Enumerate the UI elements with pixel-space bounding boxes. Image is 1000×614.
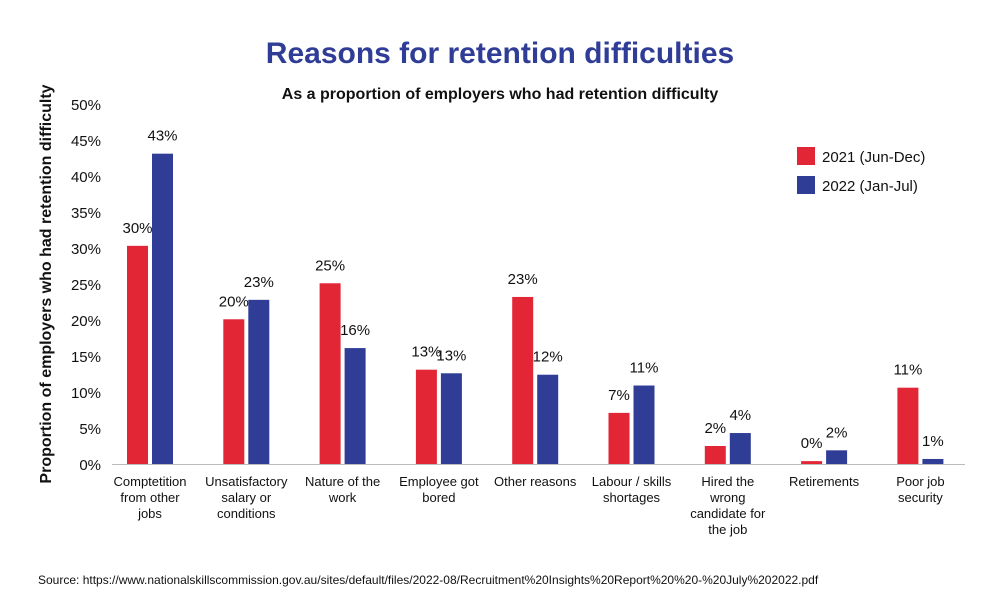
bar-0-0: [127, 245, 148, 464]
bar-value-labels: 30%43%20%23%25%16%13%13%23%12%7%11%2%4%0…: [122, 128, 943, 452]
x-tick-label: salary or: [221, 490, 272, 505]
x-tick-label: Hired the: [701, 474, 754, 489]
bar-value-label: 13%: [411, 344, 441, 361]
bar-value-label: 0%: [801, 435, 823, 452]
bar-1-0: [223, 319, 245, 464]
bar-1-1: [248, 299, 270, 464]
y-tick-label: 45%: [71, 133, 101, 150]
bar-5-0: [608, 412, 630, 464]
x-tick-label: jobs: [137, 506, 162, 521]
bar-value-label: 2%: [826, 424, 848, 441]
bar-3-1: [440, 373, 462, 464]
legend-swatch-0: [797, 147, 815, 165]
bar-value-label: 23%: [508, 271, 538, 288]
bar-4-1: [537, 374, 559, 464]
bar-8-0: [897, 387, 919, 464]
y-tick-label: 25%: [71, 277, 101, 294]
bar-7-0: [801, 461, 823, 464]
y-tick-label: 0%: [79, 457, 101, 474]
bar-value-label: 43%: [147, 128, 177, 145]
x-tick-label: Retirements: [789, 474, 860, 489]
bar-7-1: [826, 450, 848, 464]
bar-value-label: 30%: [122, 220, 152, 237]
bar-value-label: 2%: [704, 420, 726, 437]
x-tick-label: from other: [120, 490, 180, 505]
x-tick-label: the job: [708, 522, 747, 537]
source-note: Source: https://www.nationalskillscommis…: [38, 573, 819, 587]
bar-5-1: [633, 385, 655, 464]
bar-value-label: 20%: [219, 293, 249, 310]
y-axis-label: Proportion of employers who had retentio…: [38, 84, 55, 483]
chart-title: Reasons for retention difficulties: [266, 37, 734, 70]
x-tick-label: Poor job: [896, 474, 944, 489]
bar-value-label: 7%: [608, 387, 630, 404]
bar-6-1: [729, 433, 751, 464]
x-tick-label: conditions: [217, 506, 276, 521]
y-tick-label: 35%: [71, 205, 101, 222]
y-tick-label: 50%: [71, 97, 101, 114]
x-tick-label: security: [898, 490, 943, 505]
legend-label: 2021 (Jun-Dec): [822, 149, 925, 166]
legend: 2021 (Jun-Dec) 2022 (Jan-Jul): [797, 147, 925, 195]
y-tick-label: 20%: [71, 313, 101, 330]
bar-value-label: 1%: [922, 433, 944, 450]
x-tick-label: wrong: [709, 490, 745, 505]
bar-8-1: [922, 458, 944, 464]
y-tick-label: 15%: [71, 349, 101, 366]
x-tick-label: Labour / skills: [592, 474, 672, 489]
bar-3-0: [415, 369, 437, 464]
bar-0-1: [152, 153, 173, 464]
legend-swatch-1: [797, 176, 815, 194]
bar-value-label: 11%: [630, 360, 659, 377]
bar-value-label: 13%: [436, 347, 466, 364]
x-tick-label: Unsatisfactory: [205, 474, 288, 489]
bar-2-0: [319, 283, 341, 464]
x-tick-label: Nature of the: [305, 474, 380, 489]
x-tick-label: candidate for: [690, 506, 766, 521]
y-tick-label: 30%: [71, 241, 101, 258]
bar-value-label: 16%: [340, 322, 370, 339]
bar-value-label: 23%: [244, 274, 274, 291]
bar-value-label: 11%: [893, 362, 922, 379]
x-tick-label: Employee got: [399, 474, 479, 489]
x-tick-label: bored: [422, 490, 455, 505]
y-tick-label: 5%: [79, 421, 101, 438]
bar-value-label: 25%: [315, 257, 345, 274]
legend-label: 2022 (Jan-Jul): [822, 178, 918, 195]
bar-value-label: 4%: [729, 407, 751, 424]
y-axis-ticks: 0% 5% 10% 15% 20% 25% 30% 35% 40% 45% 50%: [71, 97, 101, 474]
bar-6-0: [704, 446, 726, 464]
chart-subtitle: As a proportion of employers who had ret…: [282, 86, 719, 103]
bar-value-label: 12%: [533, 349, 563, 366]
x-tick-label: work: [328, 490, 357, 505]
bar-2-1: [344, 348, 366, 464]
bar-4-0: [512, 296, 534, 464]
y-tick-label: 10%: [71, 385, 101, 402]
x-tick-label: shortages: [603, 490, 661, 505]
x-tick-label: Comptetition: [114, 474, 187, 489]
bars: [127, 153, 944, 464]
x-tick-label: Other reasons: [494, 474, 577, 489]
y-tick-label: 40%: [71, 169, 101, 186]
